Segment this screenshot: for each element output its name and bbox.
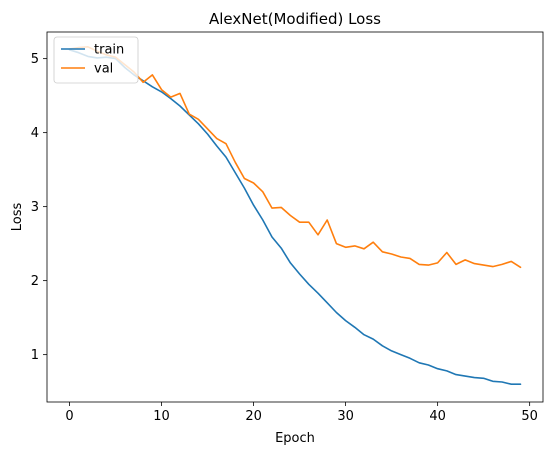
series-line-val bbox=[68, 45, 522, 269]
x-tick-label: 30 bbox=[337, 409, 354, 424]
x-tick-label: 10 bbox=[153, 409, 170, 424]
chart-title: AlexNet(Modified) Loss bbox=[209, 10, 381, 28]
y-tick-label: 5 bbox=[31, 52, 39, 67]
legend: train val bbox=[53, 36, 139, 84]
x-tick-label: 20 bbox=[245, 409, 262, 424]
x-tick-label: 0 bbox=[65, 409, 73, 424]
y-tick-label: 2 bbox=[31, 274, 39, 289]
x-axis-label: Epoch bbox=[275, 431, 315, 446]
y-tick-label: 4 bbox=[31, 126, 39, 141]
x-tick-label: 40 bbox=[429, 409, 446, 424]
y-axis-label: Loss bbox=[10, 203, 25, 232]
y-tick-label: 1 bbox=[31, 348, 39, 363]
legend-label-val: val bbox=[94, 62, 113, 77]
legend-label-train: train bbox=[94, 43, 124, 58]
x-tick-label: 50 bbox=[521, 409, 538, 424]
series-line-train bbox=[68, 48, 522, 386]
plot-frame bbox=[46, 31, 544, 403]
y-tick-label: 3 bbox=[31, 200, 39, 215]
